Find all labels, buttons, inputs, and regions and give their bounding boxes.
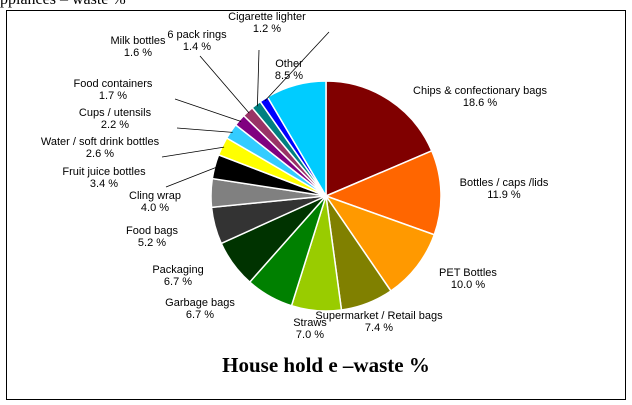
- slice-label-name: Cling wrap: [129, 190, 181, 202]
- slice-label-name: 6 pack rings: [167, 29, 227, 41]
- slice-label-value: 10.0 %: [451, 279, 485, 291]
- slice-label-value: 4.0 %: [141, 202, 169, 214]
- slice-label-value: 8.5 %: [275, 70, 303, 82]
- leader-line: [264, 31, 330, 102]
- slice-label-value: 1.4 %: [183, 41, 211, 53]
- slice-label-value: 6.7 %: [164, 276, 192, 288]
- slice-label-value: 7.0 %: [296, 329, 324, 341]
- slice-label-value: 1.7 %: [99, 90, 127, 102]
- slice-label-name: Fruit juice bottles: [62, 166, 146, 178]
- slice-label-name: Cups / utensils: [79, 107, 152, 119]
- slice-label-name: PET Bottles: [439, 267, 497, 279]
- slice-label-name: Cigarette lighter: [228, 11, 306, 23]
- leader-line: [257, 49, 260, 107]
- slice-label-value: 2.6 %: [86, 148, 114, 160]
- slice-label-value: 1.2 %: [253, 23, 281, 35]
- leader-lines: [161, 31, 330, 188]
- slice-label-name: Packaging: [152, 264, 203, 276]
- slice-label-name: Bottles / caps /lids: [460, 177, 549, 189]
- slice-label-value: 18.6 %: [463, 97, 497, 109]
- page-header-fragment: pplances – waste %: [0, 0, 126, 9]
- slice-label-name: Straws: [293, 317, 327, 329]
- leader-line: [174, 98, 242, 122]
- slice-label-value: 5.2 %: [138, 237, 166, 249]
- slice-label-name: Garbage bags: [165, 297, 235, 309]
- leader-line: [165, 166, 217, 188]
- pie-slice: [323, 149, 442, 236]
- leader-line: [199, 55, 250, 114]
- chart-title: House hold e –waste %: [222, 353, 430, 377]
- slice-label-name: Supermarket / Retail bags: [315, 310, 443, 322]
- pie-slice: [325, 80, 433, 198]
- slice-label-name: Food bags: [126, 225, 178, 237]
- leader-line: [161, 146, 225, 158]
- slice-label-value: 7.4 %: [365, 322, 393, 334]
- slice-label-value: 1.6 %: [124, 47, 152, 59]
- slice-label-value: 11.9 %: [487, 189, 521, 201]
- pie-slices: [210, 80, 442, 312]
- slice-label-name: Other: [275, 58, 303, 70]
- slice-label-value: 2.2 %: [101, 119, 129, 131]
- pie-slice: [324, 194, 436, 292]
- pie-slice: [266, 80, 327, 199]
- leader-line: [176, 127, 233, 133]
- slice-label-name: Water / soft drink bottles: [41, 136, 160, 148]
- slice-label-value: 3.4 %: [90, 178, 118, 190]
- slice-label-name: Milk bottles: [110, 35, 166, 47]
- slice-label-value: 6.7 %: [186, 309, 214, 321]
- slice-label-name: Food containers: [74, 78, 153, 90]
- slice-label-name: Chips & confectionary bags: [413, 85, 547, 97]
